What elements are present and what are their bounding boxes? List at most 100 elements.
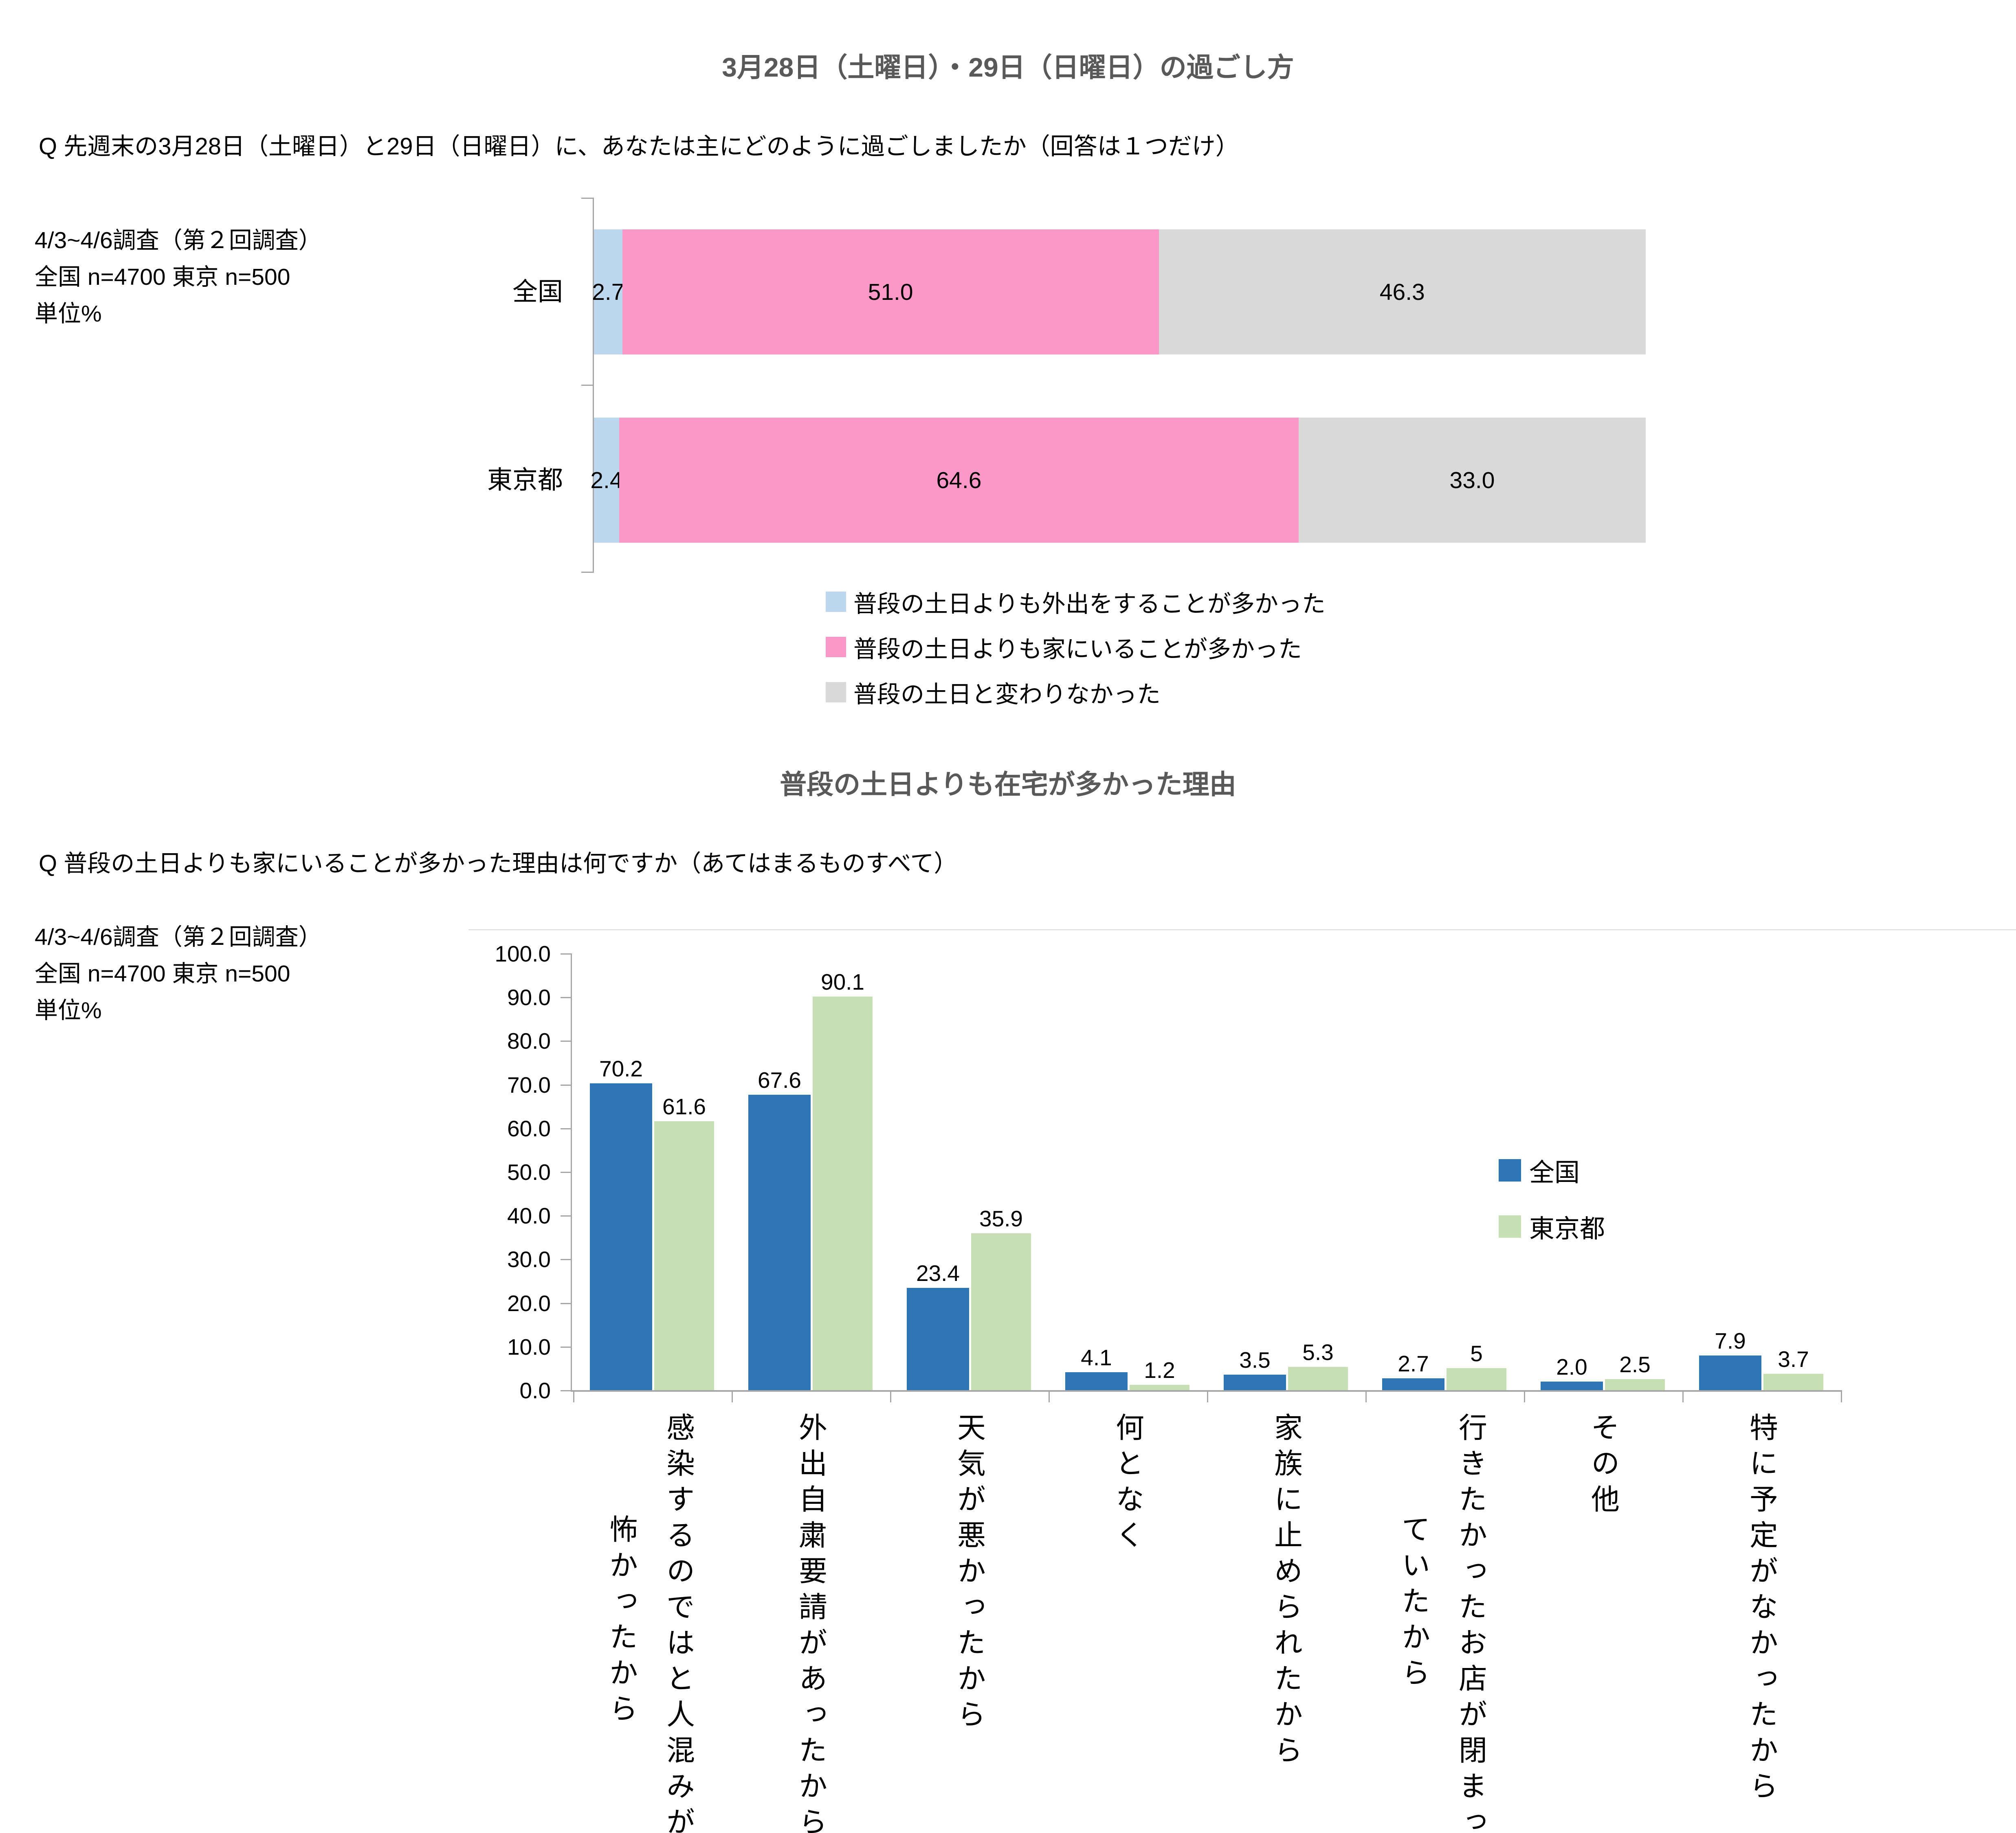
bar-segment (1159, 229, 1646, 354)
bar (1224, 1375, 1286, 1390)
category-axis-tick (1365, 1392, 1367, 1402)
note-line: 4/3~4/6調査（第２回調査） (35, 924, 322, 950)
category-label-column: 感染するのではと人混みが (662, 1413, 695, 1833)
legend-label: 普段の土日と変わりなかった (853, 681, 1161, 708)
chart-area-border (468, 929, 2016, 930)
bar-value-label: 61.6 (662, 1094, 706, 1119)
bar (748, 1095, 811, 1390)
y-axis-tick (561, 1041, 572, 1042)
category-label-column: 行きたかったお店が閉まっ (1455, 1413, 1487, 1833)
bar (1288, 1367, 1348, 1390)
legend-label: 東京都 (1529, 1215, 1605, 1243)
category-label: 天気が悪かったから (953, 1413, 985, 1735)
bar-segment (594, 229, 622, 354)
bar (654, 1121, 714, 1390)
bar-value-label: 2.4 (590, 467, 623, 493)
bar-value-label: 7.9 (1715, 1328, 1746, 1354)
y-axis-tick-label: 40.0 (507, 1203, 551, 1229)
y-axis-tick-label: 10.0 (507, 1334, 551, 1360)
chart1-note: 4/3~4/6調査（第２回調査） 全国 n=4700 東京 n=500 単位% (35, 222, 322, 332)
bar-value-label: 51.0 (868, 279, 913, 305)
bar-value-label: 33.0 (1449, 467, 1495, 493)
bar-value-label: 67.6 (757, 1067, 802, 1093)
bar-value-label: 64.6 (936, 467, 982, 493)
bar (1130, 1385, 1189, 1390)
category-axis-tick (1841, 1392, 1842, 1402)
y-axis-tick (561, 1346, 572, 1348)
chart2-title: 普段の土日よりも在宅が多かった理由 (780, 769, 1236, 799)
y-axis-tick-label: 90.0 (507, 985, 551, 1010)
note-line: 4/3~4/6調査（第２回調査） (35, 227, 322, 253)
category-row-label: 東京都 (487, 466, 563, 494)
bar (1447, 1368, 1506, 1390)
bar-value-label: 2.7 (592, 279, 624, 305)
bar-value-label: 70.2 (599, 1056, 643, 1082)
y-axis-tick-label: 70.0 (507, 1072, 551, 1098)
y-axis-tick-label: 30.0 (507, 1247, 551, 1272)
bar-segment (594, 418, 619, 543)
note-line: 全国 n=4700 東京 n=500 (35, 961, 290, 987)
bar (1541, 1381, 1603, 1390)
bar-segment (619, 418, 1299, 543)
bar-value-label: 2.7 (1398, 1351, 1429, 1377)
bar-value-label: 5 (1470, 1341, 1483, 1366)
chart2-note: 4/3~4/6調査（第２回調査） 全国 n=4700 東京 n=500 単位% (35, 919, 322, 1029)
chart1-title: 3月28日（土曜日）・29日（日曜日）の過ごし方 (722, 52, 1294, 82)
category-label: 何となく (1112, 1413, 1144, 1556)
bar-value-label: 3.7 (1778, 1347, 1809, 1372)
bar-segment (1298, 418, 1646, 543)
y-axis-tick (561, 1084, 572, 1086)
note-line: 単位% (35, 301, 102, 327)
chart1-question: Q 先週末の3月28日（土曜日）と29日（日曜日）に、あなたは主にどのように過ご… (39, 133, 1239, 160)
legend-item: 普段の土日よりも外出をすることが多かった (826, 591, 1326, 617)
category-row-label: 全国 (512, 277, 563, 306)
bar (1065, 1372, 1128, 1390)
legend-swatch-icon (1499, 1159, 1521, 1182)
bar-value-label: 23.4 (916, 1261, 960, 1286)
bar (590, 1083, 652, 1390)
category-label: 家族に止められたから (1270, 1413, 1302, 1771)
legend-label: 全国 (1529, 1159, 1580, 1187)
bar-value-label: 90.1 (820, 969, 865, 995)
category-axis-tick (1049, 1392, 1050, 1402)
y-axis-tick-label: 100.0 (495, 941, 551, 966)
y-axis-tick-label: 20.0 (507, 1290, 551, 1316)
legend-label: 普段の土日よりも外出をすることが多かった (853, 591, 1326, 617)
category-axis-tick (581, 198, 594, 199)
legend-swatch-icon (826, 682, 846, 702)
bar-value-label: 2.0 (1556, 1354, 1587, 1380)
bar-value-label: 35.9 (979, 1206, 1023, 1232)
legend-item: 普段の土日と変わりなかった (826, 681, 1326, 708)
note-line: 単位% (35, 997, 102, 1023)
category-axis-line (571, 1390, 1842, 1392)
category-axis-tick (573, 1392, 574, 1402)
legend-item: 東京都 (1499, 1215, 1605, 1243)
legend-label: 普段の土日よりも家にいることが多かった (853, 636, 1302, 662)
category-axis-tick (732, 1392, 733, 1402)
chart2-question: Q 普段の土日よりも家にいることが多かった理由は何ですか（あてはまるものすべて） (39, 850, 958, 877)
y-axis-tick (561, 1303, 572, 1304)
legend-swatch-icon (826, 637, 846, 657)
bar-segment (622, 229, 1159, 354)
category-label-column: 怖かったから (605, 1514, 638, 1730)
legend-item: 全国 (1499, 1158, 1605, 1187)
category-axis-tick (1207, 1392, 1208, 1402)
category-label: その他 (1587, 1413, 1619, 1520)
category-axis-tick (1524, 1392, 1525, 1402)
chart2-legend: 全国 東京都 (1499, 1158, 1605, 1243)
bar-value-label: 2.5 (1619, 1352, 1651, 1378)
bar-value-label: 4.1 (1081, 1345, 1112, 1371)
category-axis-tick (1682, 1392, 1684, 1402)
category-label: 特に予定がなかったから (1746, 1413, 1778, 1807)
category-label: 外出自粛要請があったから (795, 1413, 827, 1833)
y-axis-tick (561, 953, 572, 955)
category-axis-tick (890, 1392, 891, 1402)
y-axis-tick (561, 1390, 572, 1391)
stacked-bar-chart: 全国 2.7 51.0 46.3 東京都 2.4 64.6 33.0 (0, 0, 2016, 591)
bar-value-label: 1.2 (1144, 1358, 1175, 1383)
bar (1382, 1378, 1444, 1390)
y-axis-tick (561, 1259, 572, 1261)
y-axis-tick (561, 997, 572, 999)
y-axis-tick-label: 50.0 (507, 1160, 551, 1185)
